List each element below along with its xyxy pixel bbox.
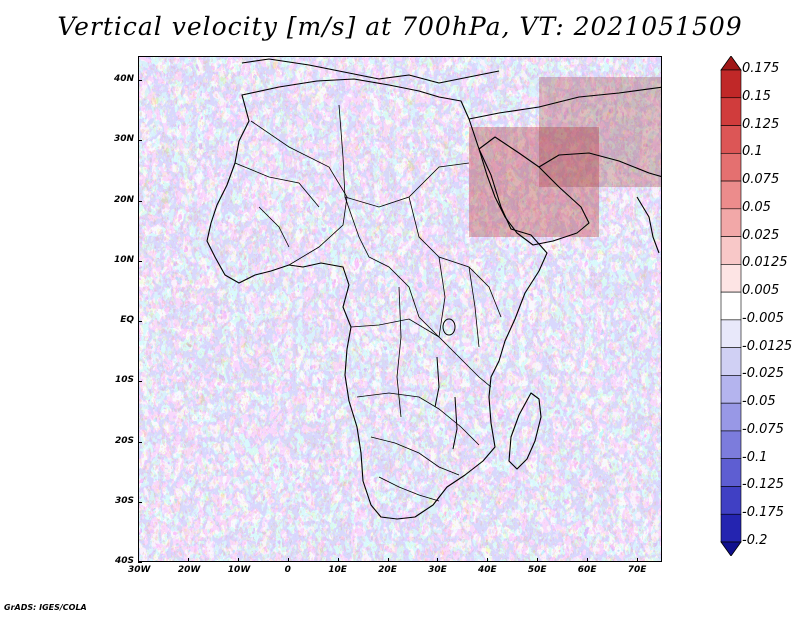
colorbar-label: -0.005 bbox=[742, 310, 784, 326]
lat-tick-label: 10S bbox=[114, 375, 134, 386]
arabia-hotspot bbox=[469, 127, 599, 237]
colorbar-label: -0.175 bbox=[742, 505, 784, 521]
colorbar-label: 0.075 bbox=[742, 172, 780, 188]
lon-tick-label: 30W bbox=[128, 565, 151, 575]
africa-coastline bbox=[206, 58, 661, 520]
colorbar-cell bbox=[720, 291, 742, 321]
colorbar-label: -0.025 bbox=[742, 366, 784, 382]
lat-tick bbox=[138, 501, 142, 503]
country-borders bbox=[234, 104, 502, 502]
lat-tick-label: 10N bbox=[113, 254, 134, 265]
lon-tick bbox=[587, 558, 589, 562]
colorbar-cell bbox=[720, 264, 742, 293]
colorbar-cell bbox=[720, 236, 742, 265]
lon-tick bbox=[437, 558, 439, 562]
lat-tick-label: 30N bbox=[113, 134, 134, 145]
lat-tick bbox=[138, 260, 142, 262]
lon-tick bbox=[387, 558, 389, 562]
lat-tick bbox=[138, 140, 142, 142]
colorbar-label: 0.1 bbox=[742, 144, 763, 160]
lon-tick bbox=[537, 558, 539, 562]
lon-tick bbox=[237, 558, 239, 562]
map-canvas bbox=[139, 57, 661, 561]
colorbar-label: 0.125 bbox=[742, 116, 780, 132]
lon-tick-label: 50E bbox=[527, 565, 547, 575]
lat-tick bbox=[138, 381, 142, 383]
colorbar-label: -0.2 bbox=[742, 533, 768, 548]
map-title: Vertical velocity [m/s] at 700hPa, VT: 2… bbox=[57, 12, 743, 41]
colorbar-label: -0.0125 bbox=[742, 338, 793, 354]
colorbar-cell bbox=[720, 208, 742, 237]
lon-tick-label: 60E bbox=[577, 565, 597, 575]
lat-tick bbox=[138, 200, 142, 202]
lon-tick bbox=[487, 558, 489, 562]
colorbar bbox=[720, 56, 742, 556]
lat-tick bbox=[138, 321, 142, 323]
colorbar-label: -0.05 bbox=[742, 394, 776, 410]
colorbar-label: -0.125 bbox=[742, 477, 784, 493]
colorbar-cell bbox=[720, 125, 742, 154]
vertical-velocity-map bbox=[138, 56, 662, 562]
lon-tick-label: 70E bbox=[627, 565, 647, 575]
lon-tick-label: 10E bbox=[328, 565, 347, 575]
lat-tick-label: 20S bbox=[114, 435, 134, 446]
lon-tick bbox=[337, 558, 339, 562]
colorbar-label: 0.15 bbox=[742, 88, 771, 104]
lon-tick-label: 20E bbox=[378, 565, 397, 575]
grads-credit: GrADS: IGES/COLA bbox=[4, 603, 87, 612]
colorbar-label: 0.025 bbox=[742, 227, 780, 243]
lon-tick-label: 40E bbox=[477, 565, 497, 575]
colorbar-cell bbox=[720, 347, 742, 376]
colorbar-cell bbox=[720, 375, 742, 404]
colorbar-label: 0.05 bbox=[742, 199, 771, 215]
lon-tick-label: 10W bbox=[227, 565, 251, 575]
lat-tick-label: EQ bbox=[120, 315, 134, 326]
colorbar-cell bbox=[720, 458, 742, 487]
colorbar-label: -0.1 bbox=[742, 449, 768, 465]
lat-tick bbox=[138, 441, 142, 443]
colorbar-cell bbox=[720, 402, 742, 432]
lon-tick bbox=[138, 558, 139, 562]
lat-tick bbox=[138, 80, 142, 82]
colorbar-label: -0.075 bbox=[742, 421, 784, 437]
colorbar-cell bbox=[720, 319, 742, 348]
colorbar-cell bbox=[720, 152, 742, 182]
colorbar-cell bbox=[720, 97, 742, 126]
colorbar-cell bbox=[720, 430, 742, 460]
lat-tick-label: 20N bbox=[113, 194, 134, 205]
lat-tick-label: 40S bbox=[114, 556, 134, 566]
colorbar-label: 0.0125 bbox=[742, 255, 788, 271]
colorbar-cell bbox=[720, 513, 742, 543]
lakes bbox=[434, 318, 458, 450]
colorbar-min-arrow bbox=[720, 541, 742, 556]
colorbar-cell bbox=[720, 180, 742, 210]
lon-tick-label: 0 bbox=[284, 565, 291, 575]
colorbar-label: 0.175 bbox=[742, 61, 780, 76]
lon-tick bbox=[287, 558, 289, 562]
colorbar-label: 0.005 bbox=[742, 283, 780, 299]
lon-tick bbox=[637, 558, 639, 562]
lon-tick-label: 30E bbox=[428, 565, 447, 575]
lon-tick-label: 20W bbox=[177, 565, 201, 575]
lat-tick bbox=[138, 562, 142, 563]
lat-tick-label: 40N bbox=[113, 74, 134, 85]
colorbar-cell bbox=[720, 486, 742, 515]
colorbar-max-arrow bbox=[720, 56, 742, 71]
lat-tick-label: 30S bbox=[114, 495, 134, 506]
lon-tick bbox=[187, 558, 189, 562]
colorbar-cell bbox=[720, 69, 742, 99]
